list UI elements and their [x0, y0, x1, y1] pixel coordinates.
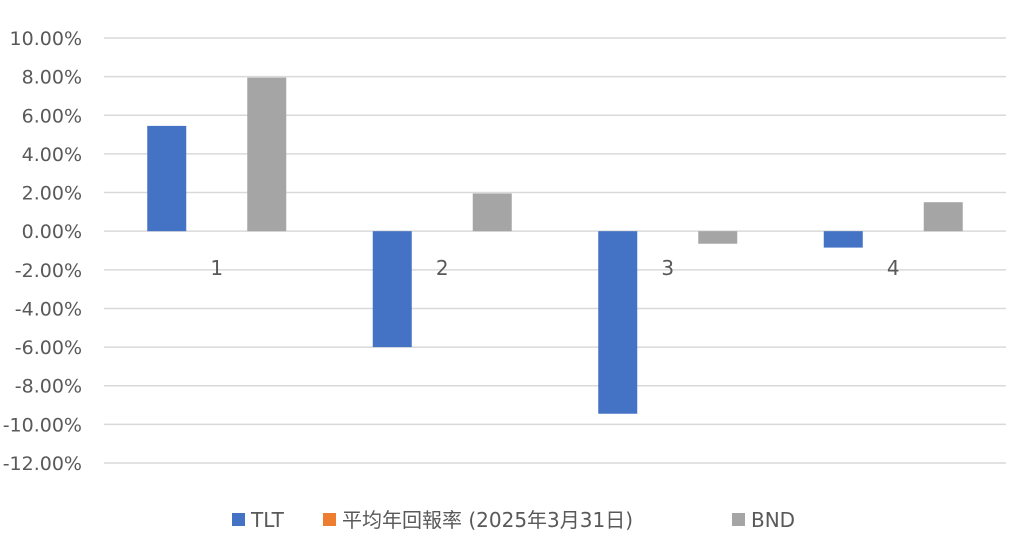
y-tick-label: 0.00%: [22, 221, 82, 243]
y-tick-label: -2.00%: [15, 260, 82, 282]
y-tick-label: 8.00%: [22, 67, 82, 89]
bar-tlt-2: [372, 231, 412, 348]
bar-tlt-4: [823, 231, 863, 248]
y-tick-label: 2.00%: [22, 183, 82, 205]
y-tick-label: 6.00%: [22, 105, 82, 127]
bar-bnd-4: [923, 202, 963, 232]
legend-label: TLT: [250, 508, 285, 532]
y-tick-label: -8.00%: [15, 376, 82, 398]
y-tick-label: -12.00%: [3, 453, 82, 475]
bar-tlt-1: [147, 125, 187, 232]
y-axis-tick-labels: 10.00% 8.00% 6.00% 4.00% 2.00% 0.00% -2.00% -4.…: [3, 28, 82, 475]
category-label: 3: [661, 256, 674, 280]
legend-swatch: [232, 513, 245, 526]
y-tick-label: -10.00%: [3, 414, 82, 436]
bar-bnd-1: [247, 77, 287, 232]
legend: TLT 平均年回報率 (2025年3月31日) BND: [232, 508, 795, 532]
bars: [147, 77, 963, 414]
legend-swatch: [732, 513, 745, 526]
y-tick-label: 10.00%: [10, 28, 82, 50]
y-tick-label: 4.00%: [22, 144, 82, 166]
y-tick-label: -4.00%: [15, 298, 82, 320]
legend-label: 平均年回報率 (2025年3月31日): [342, 508, 633, 532]
legend-label: BND: [751, 508, 795, 532]
bar-tlt-3: [598, 231, 638, 414]
bar-bnd-2: [472, 193, 512, 232]
category-label: 4: [887, 256, 900, 280]
category-label: 1: [210, 256, 223, 280]
gridlines: [104, 37, 1006, 464]
bar-bnd-3: [698, 231, 738, 244]
y-tick-label: -6.00%: [15, 337, 82, 359]
legend-swatch: [323, 513, 336, 526]
category-labels: 1 2 3 4: [210, 256, 899, 280]
category-label: 2: [436, 256, 449, 280]
